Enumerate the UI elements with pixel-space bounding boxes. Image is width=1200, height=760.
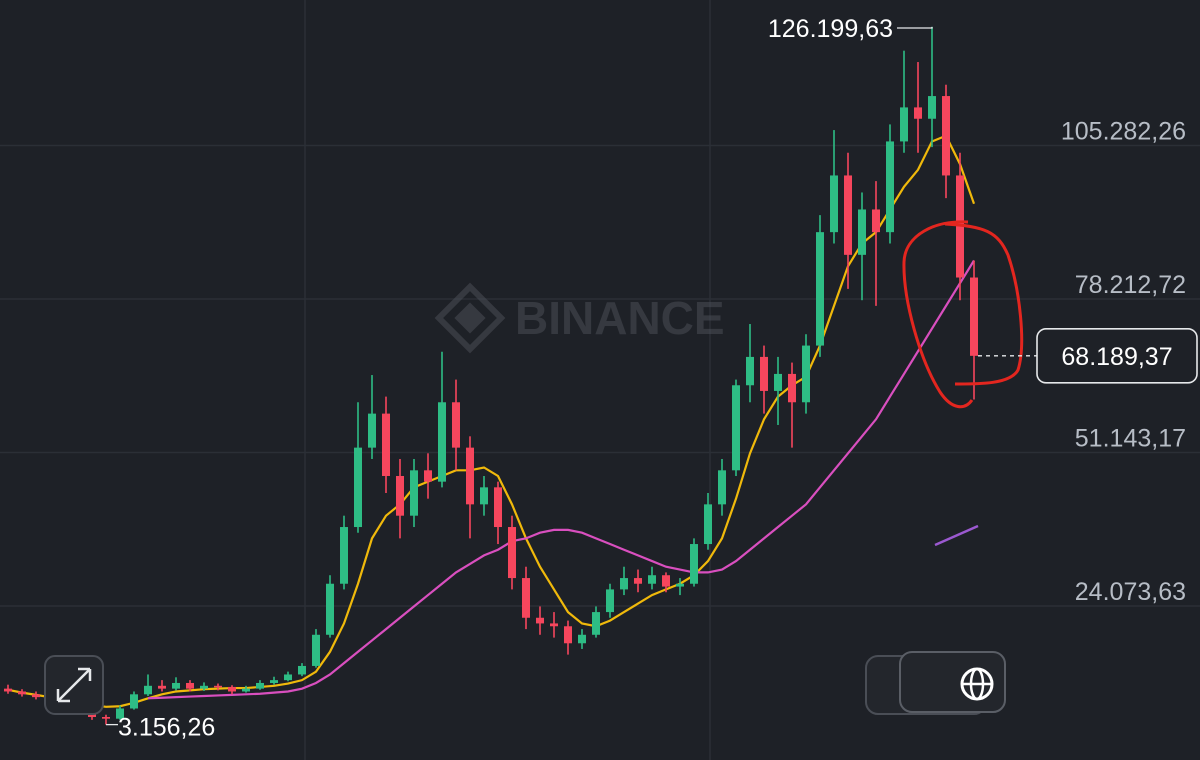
y-tick-label: 24.073,63 xyxy=(1075,578,1186,606)
y-tick-label: 51.143,17 xyxy=(1075,424,1186,452)
candle-body xyxy=(732,385,740,471)
watermark: BINANCE xyxy=(434,282,725,354)
low-marker-label: 3.156,26 xyxy=(118,714,215,742)
candle-body xyxy=(270,680,278,683)
candle-body xyxy=(508,527,516,579)
candle-body xyxy=(368,413,376,448)
candle-body xyxy=(970,277,978,356)
candle-body xyxy=(410,470,418,516)
moving-average-line xyxy=(7,134,976,708)
watermark-text: BINANCE xyxy=(515,292,725,344)
candle-body xyxy=(326,583,334,635)
candle-body xyxy=(942,96,950,176)
language-buttons[interactable] xyxy=(865,651,1006,715)
candle-body xyxy=(130,694,138,709)
candle-body xyxy=(144,685,152,695)
candle-body xyxy=(676,583,684,587)
candle-body xyxy=(424,470,432,482)
expand-icon xyxy=(56,667,92,703)
candle-body xyxy=(452,402,460,448)
hand-drawn-circle xyxy=(902,220,1024,409)
candle-body xyxy=(522,578,530,618)
last-price-box xyxy=(1036,328,1198,384)
candle-body xyxy=(298,665,306,675)
annotations: 24.073,63 51.143,17 78.212,72 105.282,26 126… xyxy=(106,15,1198,742)
plot xyxy=(4,26,978,725)
y-tick-label: 105.282,26 xyxy=(1061,117,1186,145)
candle-body xyxy=(256,682,264,689)
candle-body xyxy=(102,716,110,719)
candle-body xyxy=(830,175,838,233)
candle-body xyxy=(718,470,726,505)
candle-body xyxy=(774,373,782,391)
candle-body xyxy=(494,487,502,528)
high-marker-label: 126.199,63 xyxy=(768,15,893,43)
candle-body xyxy=(704,504,712,545)
candle-body xyxy=(32,694,40,698)
candle-body xyxy=(536,617,544,624)
candle-body xyxy=(690,544,698,584)
y-tick-label: 78.212,72 xyxy=(1075,271,1186,299)
candle-body xyxy=(466,447,474,505)
candle-body xyxy=(802,345,810,403)
candle-body xyxy=(284,674,292,681)
last-price-label: 68.189,37 xyxy=(1061,343,1172,371)
high-marker-line xyxy=(897,26,933,29)
candle-body xyxy=(354,447,362,528)
candle-body xyxy=(158,685,166,689)
candle-body xyxy=(200,685,208,689)
candle-body xyxy=(816,232,824,346)
candle-body xyxy=(928,96,936,119)
candle-body xyxy=(172,682,180,689)
candle-body xyxy=(858,209,866,255)
candle-body xyxy=(886,141,894,233)
candle-body xyxy=(228,686,236,692)
candle-body xyxy=(872,209,880,233)
candle-body xyxy=(340,527,348,584)
candle-body xyxy=(900,107,908,142)
candle-body xyxy=(4,688,12,692)
candle-body xyxy=(550,623,558,627)
candle-body xyxy=(18,691,26,695)
candle-body xyxy=(382,413,390,476)
candle-body xyxy=(438,402,446,482)
candle-body xyxy=(592,612,600,635)
candle-body xyxy=(844,175,852,255)
candle-body xyxy=(746,356,754,386)
candle-body xyxy=(480,487,488,505)
expand-button[interactable] xyxy=(44,655,104,715)
candle-body xyxy=(242,688,250,692)
button-bg[interactable] xyxy=(899,651,1006,713)
candle-body xyxy=(760,356,768,391)
candle-body xyxy=(914,107,922,119)
moving-average-line xyxy=(147,259,975,700)
candle-body xyxy=(578,634,586,644)
candle-body xyxy=(662,575,670,587)
candle-body xyxy=(634,578,642,584)
watermark-logo xyxy=(434,282,506,354)
candle-body xyxy=(186,682,194,689)
candle-body xyxy=(564,626,572,644)
stray-line xyxy=(934,524,979,547)
candle-body xyxy=(116,708,124,719)
candle-body xyxy=(312,634,320,666)
candle-body xyxy=(606,589,614,613)
candle-body xyxy=(396,475,404,516)
candle-body xyxy=(648,575,656,584)
candle-body xyxy=(788,373,796,403)
grid xyxy=(0,144,1200,607)
candle-body xyxy=(620,578,628,590)
candle-body xyxy=(214,685,222,688)
